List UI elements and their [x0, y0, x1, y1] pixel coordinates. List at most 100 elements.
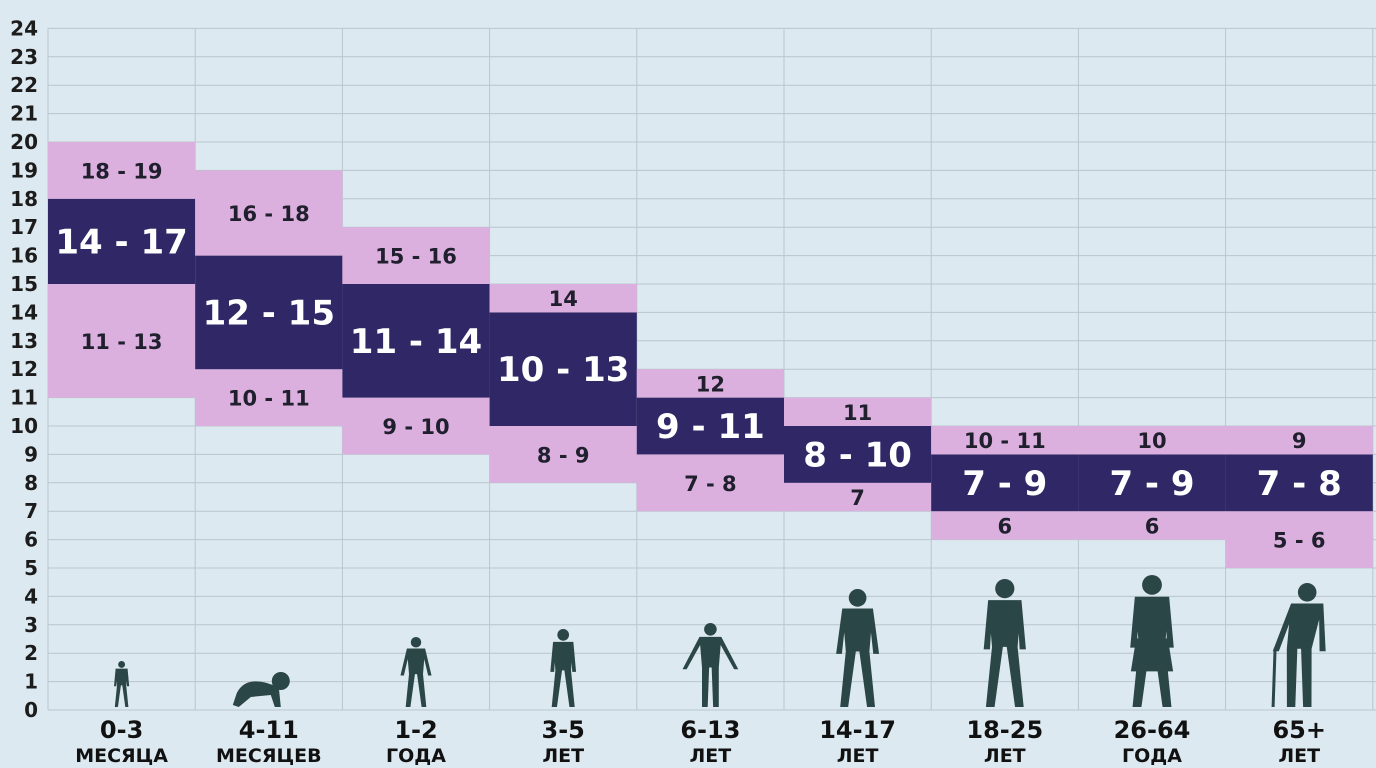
recommended-bar [342, 284, 490, 398]
y-tick-label: 11 [10, 386, 38, 410]
lower_acceptable-label: 9 - 10 [382, 415, 449, 439]
category-label-unit: ГОДА [386, 745, 446, 767]
upper_acceptable-bar [48, 142, 196, 199]
upper_acceptable-bar [784, 397, 932, 426]
recommended-label: 8 - 10 [803, 435, 912, 475]
recommended-bar [636, 397, 784, 455]
lower_acceptable-bar [931, 511, 1079, 540]
recommended-label: 10 - 13 [497, 350, 629, 390]
category-label-age: 14-17 [819, 716, 896, 744]
category-label-unit: ЛЕТ [984, 745, 1026, 767]
lower_acceptable-bar [1225, 511, 1373, 568]
recommended-bar [489, 312, 637, 426]
y-tick-label: 19 [10, 158, 38, 182]
recommended-bar [195, 255, 343, 370]
y-tick-label: 17 [10, 215, 38, 239]
y-tick-label: 8 [24, 471, 38, 495]
category-label-age: 4-11 [239, 716, 299, 744]
upper_acceptable-bar [489, 284, 637, 313]
recommended-label: 7 - 8 [1257, 464, 1342, 504]
y-tick-label: 22 [10, 73, 38, 97]
category-label-unit: ЛЕТ [690, 745, 732, 767]
recommended-label: 14 - 17 [55, 222, 187, 262]
recommended-label: 9 - 11 [656, 407, 765, 447]
teen-figure-icon [836, 589, 880, 707]
category-label-unit: ЛЕТ [837, 745, 879, 767]
y-tick-label: 1 [24, 670, 38, 694]
y-tick-label: 24 [10, 16, 38, 40]
category-label-age: 3-5 [542, 716, 585, 744]
lower_acceptable-bar [1078, 511, 1226, 540]
bar-labels: 11 - 13 10 - 11 9 - 10 8 - 9 7 - 8 7 6 6 5 - 6 14… [55, 159, 1341, 552]
category-label-age: 18-25 [966, 716, 1043, 744]
y-tick-label: 4 [24, 584, 38, 608]
y-tick-label: 0 [24, 698, 38, 722]
upper_acceptable-bar [931, 426, 1079, 455]
toddler-figure-icon [400, 637, 432, 707]
elderly-figure-icon [1271, 583, 1326, 708]
recommended-bar [1225, 454, 1373, 512]
lower_acceptable-label: 7 - 8 [684, 472, 737, 496]
lower_acceptable-bar [636, 454, 784, 512]
upper_acceptable-label: 18 - 19 [81, 159, 163, 183]
y-tick-label: 12 [10, 357, 38, 381]
y-tick-label: 9 [24, 442, 38, 466]
lower_acceptable-label: 11 - 13 [81, 330, 163, 354]
lower_acceptable-label: 5 - 6 [1273, 529, 1326, 553]
y-tick-label: 14 [10, 300, 38, 324]
category-label-unit: ГОДА [1122, 745, 1182, 767]
upper_acceptable-label: 14 [549, 287, 578, 311]
lower_acceptable-bar [489, 426, 637, 483]
lower_acceptable-bar [784, 482, 932, 512]
range-bars [48, 142, 1373, 568]
category-label-age: 65+ [1272, 716, 1326, 744]
upper_acceptable-bar [1078, 426, 1226, 455]
lower_acceptable-label: 8 - 9 [537, 443, 590, 467]
lower_acceptable-label: 7 [850, 486, 865, 510]
age-figures [114, 575, 1326, 708]
upper_acceptable-bar [195, 170, 343, 256]
upper_acceptable-bar [342, 227, 490, 284]
lower_acceptable-bar [342, 397, 490, 455]
category-label-age: 1-2 [394, 716, 437, 744]
recommended-label: 7 - 9 [1109, 464, 1194, 504]
y-tick-label: 20 [10, 130, 38, 154]
category-label-unit: МЕСЯЦА [75, 745, 168, 767]
young-adult-figure-icon [983, 579, 1026, 707]
y-tick-label: 7 [24, 499, 38, 523]
y-tick-label: 18 [10, 187, 38, 211]
child-figure-icon [682, 623, 739, 707]
lower_acceptable-bar [48, 284, 196, 398]
lower_acceptable-label: 10 - 11 [228, 387, 310, 411]
upper_acceptable-label: 9 [1292, 429, 1307, 453]
recommended-bar [48, 198, 196, 284]
upper_acceptable-label: 10 [1137, 429, 1166, 453]
preschooler-figure-icon [550, 629, 577, 707]
upper_acceptable-bar [1225, 426, 1373, 455]
upper_acceptable-bar [636, 369, 784, 398]
category-label-unit: МЕСЯЦЕВ [216, 745, 322, 767]
y-tick-label: 6 [24, 528, 38, 552]
y-tick-label: 21 [10, 102, 38, 126]
lower_acceptable-bar [195, 369, 343, 426]
category-label-unit: ЛЕТ [542, 745, 584, 767]
adult-figure-icon [1130, 575, 1174, 707]
y-tick-label: 10 [10, 414, 38, 438]
recommended-bar [784, 426, 932, 483]
recommended-label: 11 - 14 [350, 322, 482, 362]
upper_acceptable-label: 11 [843, 401, 872, 425]
category-label-age: 6-13 [680, 716, 740, 744]
category-label-age: 26-64 [1114, 716, 1191, 744]
y-tick-label: 15 [10, 272, 38, 296]
lower_acceptable-label: 6 [997, 514, 1012, 538]
category-label-unit: ЛЕТ [1278, 745, 1320, 767]
upper_acceptable-label: 15 - 16 [375, 245, 457, 269]
lower_acceptable-label: 6 [1145, 514, 1160, 538]
recommended-bar [1078, 454, 1226, 512]
upper_acceptable-label: 10 - 11 [964, 429, 1046, 453]
crawling-baby-figure-icon [232, 672, 290, 707]
y-tick-label: 5 [24, 556, 38, 580]
recommended-bar [931, 454, 1079, 512]
